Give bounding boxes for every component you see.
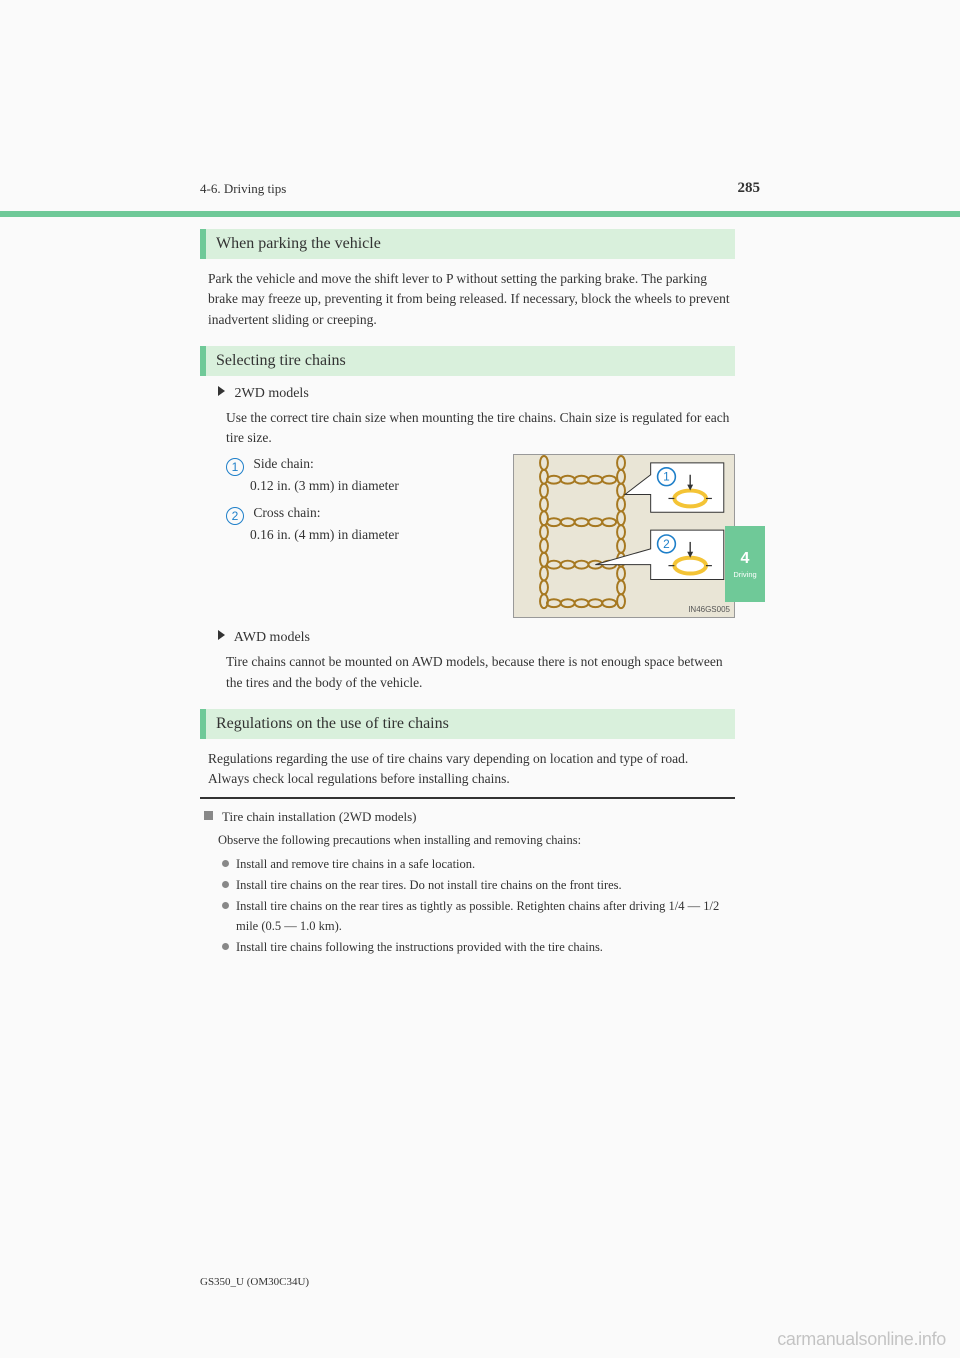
- chevron-right-icon: [218, 630, 225, 640]
- callout-1-num: 1: [663, 470, 670, 484]
- list-item: Install and remove tire chains in a safe…: [222, 855, 735, 874]
- dot-icon: [222, 860, 229, 867]
- list-item: Install tire chains following the instru…: [222, 938, 735, 957]
- tire-chain-svg: 1 2: [514, 455, 734, 617]
- regulations-text: Regulations regarding the use of tire ch…: [200, 749, 735, 790]
- list-item: Install tire chains on the rear tires as…: [222, 897, 735, 936]
- sub-awd-label: AWD models: [234, 630, 310, 645]
- divider: [200, 797, 735, 799]
- tip-0: Install and remove tire chains in a safe…: [236, 857, 475, 871]
- sub-2wd-label: 2WD models: [235, 386, 309, 401]
- parking-text: Park the vehicle and move the shift leve…: [200, 269, 735, 330]
- section-title-parking: When parking the vehicle: [216, 235, 381, 252]
- dot-icon: [222, 902, 229, 909]
- twowd-intro: Use the correct tire chain size when mou…: [218, 408, 735, 449]
- page-number: 285: [738, 180, 761, 197]
- header-row: 4-6. Driving tips 285: [200, 180, 760, 203]
- section-path: 4-6. Driving tips: [200, 181, 286, 197]
- item1-text: 0.12 in. (3 mm) in diameter: [250, 476, 399, 496]
- chevron-right-icon: [218, 386, 225, 396]
- section-title-selecting: Selecting tire chains: [216, 352, 346, 369]
- chapter-number: 4: [741, 550, 750, 568]
- item2-label: Cross chain:: [253, 505, 320, 520]
- section-bar-regulations: Regulations on the use of tire chains: [200, 709, 735, 739]
- content: When parking the vehicle Park the vehicl…: [0, 217, 960, 958]
- tips-title: Tire chain installation (2WD models): [222, 809, 417, 824]
- tire-chain-figure: 1 2 IN46G: [513, 454, 735, 618]
- chapter-label: Driving: [733, 570, 756, 579]
- item2-text: 0.16 in. (4 mm) in diameter: [250, 525, 399, 545]
- list-item: Install tire chains on the rear tires. D…: [222, 876, 735, 895]
- dot-icon: [222, 881, 229, 888]
- awd-text: Tire chains cannot be mounted on AWD mod…: [218, 652, 735, 693]
- sub-2wd: 2WD models: [218, 386, 735, 402]
- tips-list: Install and remove tire chains in a safe…: [222, 855, 735, 958]
- circle-1-icon: 1: [226, 458, 244, 476]
- chapter-tab: 4 Driving: [725, 526, 765, 602]
- callout-2-num: 2: [663, 537, 670, 551]
- square-bullet-icon: [204, 811, 213, 820]
- item1-label: Side chain:: [253, 456, 313, 471]
- page-header: 4-6. Driving tips 285: [0, 180, 960, 211]
- tip-2: Install tire chains on the rear tires as…: [236, 899, 719, 932]
- figure-code: IN46GS005: [688, 605, 730, 614]
- dot-icon: [222, 943, 229, 950]
- section-bar-parking: When parking the vehicle: [200, 229, 735, 259]
- tips-intro: Observe the following precautions when i…: [218, 831, 735, 850]
- watermark: carmanualsonline.info: [777, 1329, 946, 1350]
- sub-awd: AWD models: [218, 630, 735, 646]
- section-bar-selecting: Selecting tire chains: [200, 346, 735, 376]
- section-title-regulations: Regulations on the use of tire chains: [216, 715, 449, 732]
- tip-3: Install tire chains following the instru…: [236, 940, 603, 954]
- footer-code: GS350_U (OM30C34U): [200, 1276, 309, 1288]
- page: 4-6. Driving tips 285 When parking the v…: [0, 0, 960, 1358]
- tips-title-row: Tire chain installation (2WD models): [204, 809, 735, 825]
- circle-2-icon: 2: [226, 507, 244, 525]
- tip-1: Install tire chains on the rear tires. D…: [236, 878, 622, 892]
